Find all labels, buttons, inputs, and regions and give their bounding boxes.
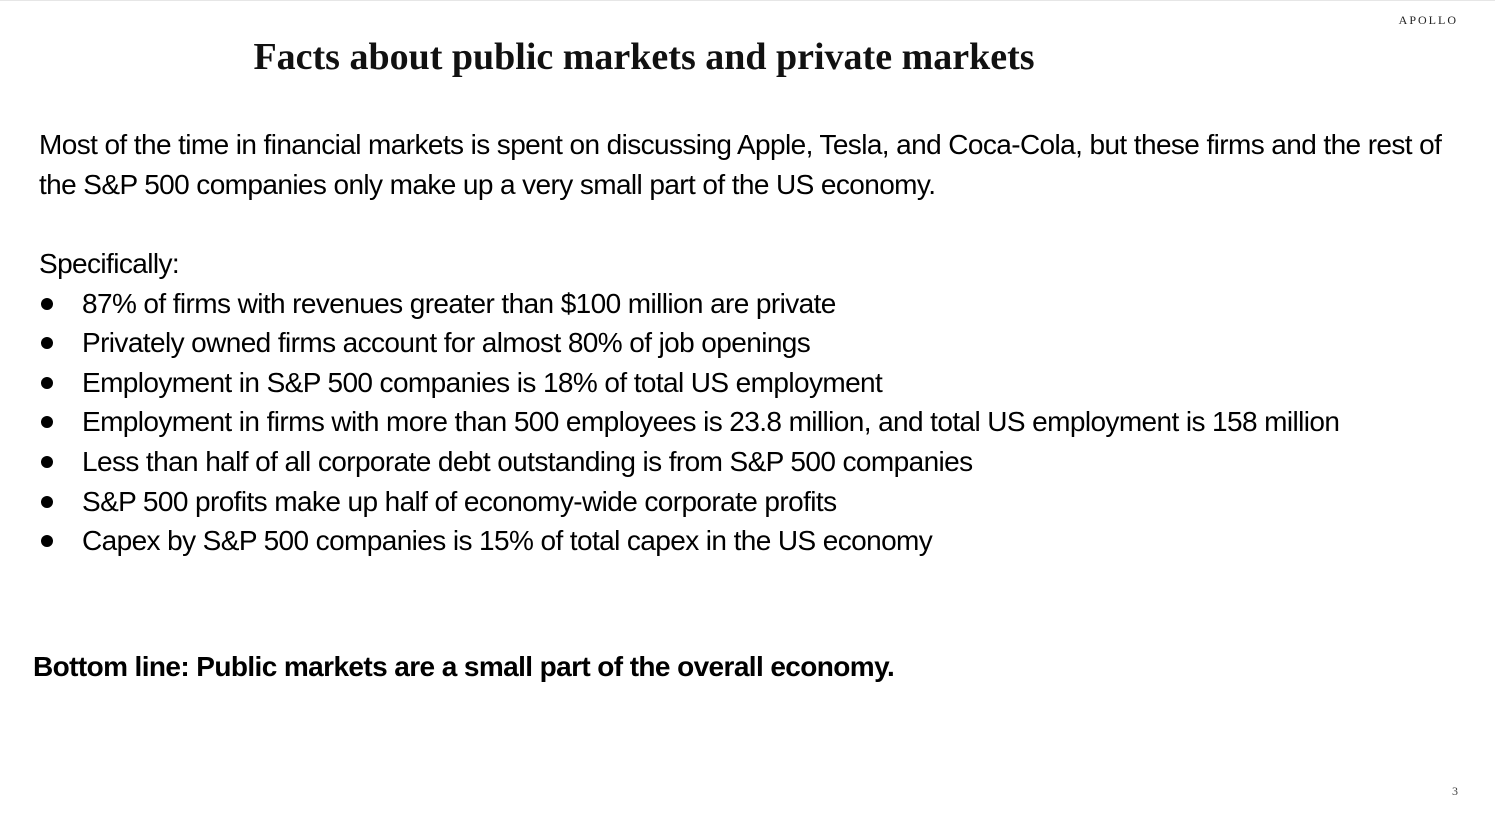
list-item-text: 87% of firms with revenues greater than …	[82, 287, 836, 319]
slide-title: Facts about public markets and private m…	[253, 36, 1035, 78]
bullet-icon	[41, 495, 53, 508]
list-item: Capex by S&P 500 companies is 15% of tot…	[39, 521, 1439, 561]
intro-paragraph: Most of the time in financial markets is…	[39, 129, 1442, 200]
bullet-icon	[41, 416, 53, 429]
bullet-icon	[41, 535, 53, 548]
facts-list: 87% of firms with revenues greater than …	[39, 284, 1439, 561]
list-item: Privately owned firms account for almost…	[39, 323, 1439, 363]
list-item-text: S&P 500 profits make up half of economy-…	[82, 485, 837, 517]
list-item: Employment in S&P 500 companies is 18% o…	[39, 363, 1439, 403]
list-item-text: Less than half of all corporate debt out…	[82, 445, 973, 477]
list-lead: Specifically:	[39, 248, 180, 279]
brand-logo: APOLLO	[1398, 13, 1458, 27]
bullet-icon	[41, 376, 53, 389]
bullet-icon	[41, 297, 53, 310]
list-item: Less than half of all corporate debt out…	[39, 442, 1439, 482]
list-item-text: Employment in S&P 500 companies is 18% o…	[82, 366, 883, 398]
list-item-text: Capex by S&P 500 companies is 15% of tot…	[82, 525, 933, 557]
bottom-line: Bottom line: Public markets are a small …	[33, 651, 895, 682]
bullet-icon	[41, 337, 53, 350]
list-item-text: Employment in firms with more than 500 e…	[82, 406, 1340, 438]
list-item: 87% of firms with revenues greater than …	[39, 284, 1439, 324]
list-item: Employment in firms with more than 500 e…	[39, 402, 1439, 442]
top-divider	[0, 0, 1495, 1]
list-item-text: Privately owned firms account for almost…	[82, 327, 811, 359]
page-number: 3	[1452, 784, 1458, 798]
list-item: S&P 500 profits make up half of economy-…	[39, 482, 1439, 522]
bullet-icon	[41, 455, 53, 468]
